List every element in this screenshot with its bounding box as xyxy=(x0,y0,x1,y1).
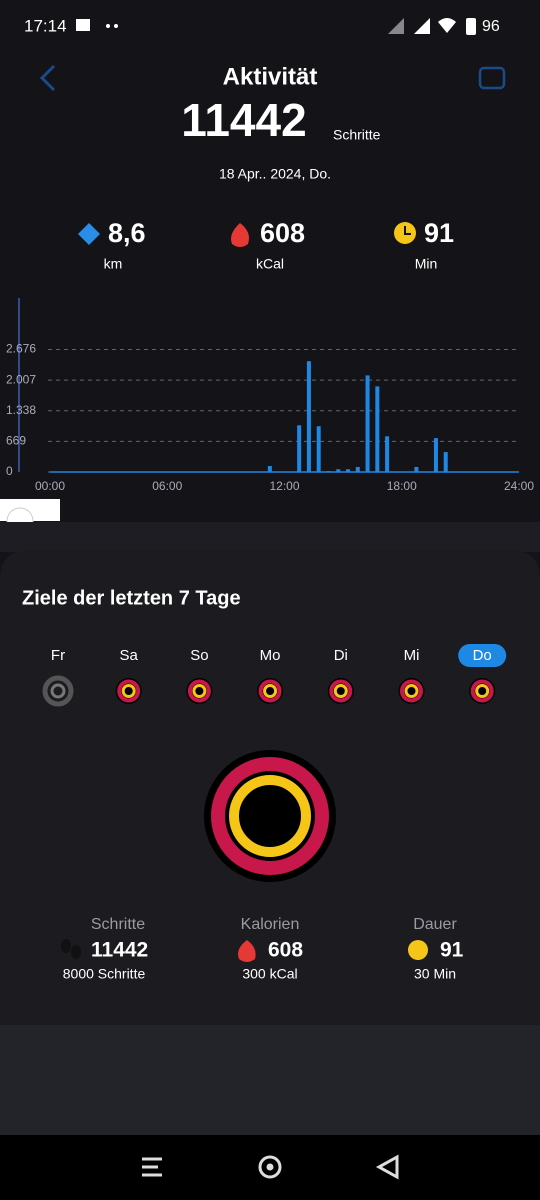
duration-icon xyxy=(404,226,411,235)
nav-home[interactable] xyxy=(258,1155,282,1179)
bar xyxy=(385,436,390,472)
nav-back[interactable] xyxy=(375,1154,399,1180)
status-icon xyxy=(114,24,118,28)
y-tick-label: 1.338 xyxy=(6,403,36,417)
day-ring xyxy=(121,684,136,698)
summary-target: 300 kCal xyxy=(242,966,297,982)
big-ring-calories xyxy=(211,757,329,875)
day-label: Di xyxy=(334,647,348,664)
page-title: Aktivität xyxy=(223,63,318,90)
footer-area xyxy=(0,1025,540,1135)
day-ring xyxy=(192,684,207,698)
stat-value: 8,6 xyxy=(108,218,146,248)
calorie-icon xyxy=(231,223,249,247)
divider xyxy=(0,522,540,552)
day-ring xyxy=(329,679,353,703)
step-count: 11442 xyxy=(181,94,306,146)
summary-value: 608 xyxy=(268,939,303,962)
status-time: 17:14 xyxy=(24,16,67,35)
stat-unit: kCal xyxy=(256,256,284,272)
bar xyxy=(433,438,438,472)
bar xyxy=(355,466,360,472)
day-label: Sa xyxy=(120,647,139,664)
stat-unit: km xyxy=(104,256,123,272)
stat-value: 91 xyxy=(424,218,454,248)
day-ring xyxy=(187,679,211,703)
summary-label: Schritte xyxy=(91,916,145,933)
summary-target: 8000 Schritte xyxy=(63,966,146,982)
x-tick-label: 24:00 xyxy=(504,479,534,493)
signal-icon xyxy=(414,18,430,34)
day-label: Mi xyxy=(404,647,420,664)
bar xyxy=(414,466,419,472)
bar xyxy=(297,425,302,472)
day-ring xyxy=(400,679,423,703)
bar xyxy=(267,466,272,472)
calendar-button[interactable] xyxy=(478,66,506,90)
status-icon xyxy=(76,19,90,31)
x-tick-label: 12:00 xyxy=(269,479,299,493)
day-ring xyxy=(263,684,278,698)
bar xyxy=(365,375,370,472)
steps-icon xyxy=(71,945,81,959)
day-ring xyxy=(50,683,66,699)
steps-icon xyxy=(61,939,71,953)
duration-icon xyxy=(408,940,428,960)
day-label: Mo xyxy=(260,647,281,664)
day-ring xyxy=(258,679,282,703)
y-tick-label: 669 xyxy=(6,434,26,448)
x-tick-label: 00:00 xyxy=(35,479,65,493)
summary-label: Kalorien xyxy=(241,916,300,933)
distance-icon xyxy=(78,223,100,245)
bar xyxy=(316,426,321,472)
back-button[interactable] xyxy=(39,64,56,92)
activity-chart: 0 669 1.338 2.007 2.676 00:00 06:00 12:00 18:00 2… xyxy=(6,298,534,493)
wifi-icon xyxy=(438,18,456,33)
nav-home[interactable] xyxy=(266,1163,274,1171)
y-tick-label: 2.007 xyxy=(6,372,36,386)
x-tick-label: 18:00 xyxy=(387,479,417,493)
day-ring xyxy=(475,684,490,698)
day-ring xyxy=(404,684,419,698)
day-label: Do xyxy=(473,647,492,664)
bar xyxy=(443,452,448,472)
bar xyxy=(346,469,351,472)
battery-level: 96 xyxy=(482,18,500,35)
nav-menu[interactable] xyxy=(142,1157,162,1177)
day-ring xyxy=(117,679,141,703)
summary-label: Dauer xyxy=(413,916,457,933)
bar xyxy=(375,386,380,472)
summary-value: 11442 xyxy=(91,939,148,962)
stat-value: 608 xyxy=(260,218,305,248)
day-ring xyxy=(333,684,348,698)
bar xyxy=(336,469,341,472)
day-label: So xyxy=(190,647,208,664)
date: 18 Apr.. 2024, Do. xyxy=(219,166,331,182)
signal-icon xyxy=(388,18,404,34)
bar xyxy=(306,361,311,472)
summary-target: 30 Min xyxy=(414,966,456,982)
y-tick-label: 0 xyxy=(6,464,13,478)
calorie-icon xyxy=(238,940,256,962)
day-ring xyxy=(470,679,494,703)
y-tick-label: 2.676 xyxy=(6,342,36,356)
step-unit: Schritte xyxy=(333,127,381,143)
x-tick-label: 06:00 xyxy=(152,479,182,493)
big-ring-duration xyxy=(229,775,311,857)
status-icon xyxy=(106,24,110,28)
day-label: Fr xyxy=(51,647,65,664)
summary-value: 91 xyxy=(440,939,464,962)
day-highlight xyxy=(458,644,507,667)
stat-unit: Min xyxy=(415,256,438,272)
bar xyxy=(326,471,331,472)
day-ring xyxy=(42,675,74,707)
goals-title: Ziele der letzten 7 Tage xyxy=(22,587,241,609)
battery-icon xyxy=(466,18,476,35)
day-row: Fr Sa So Mo Di Mi Do xyxy=(42,644,507,707)
